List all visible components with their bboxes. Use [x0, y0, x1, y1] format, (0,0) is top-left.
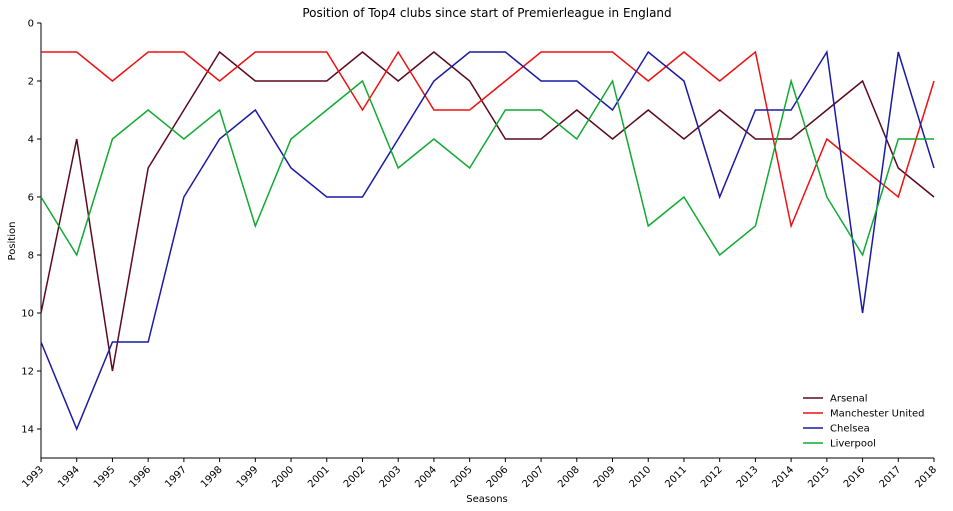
x-tick-label: 2013 — [735, 464, 761, 490]
legend-label-liverpool: Liverpool — [830, 439, 876, 450]
y-tick-label: 4 — [28, 135, 34, 146]
y-tick-label: 12 — [21, 367, 34, 378]
x-tick-label: 2008 — [556, 464, 582, 490]
series-line-liverpool — [40, 78, 934, 257]
x-tick-label: 2014 — [770, 464, 796, 490]
x-tick-label: 2017 — [878, 464, 904, 490]
y-tick-label: 2 — [28, 77, 34, 88]
series-line-arsenal — [40, 50, 935, 372]
x-tick-label: 2000 — [270, 464, 296, 490]
x-tick-label: 2005 — [449, 464, 475, 490]
x-axis-title: Seasons — [466, 494, 508, 505]
x-tick-label: 2009 — [592, 464, 618, 490]
x-tick-label: 2006 — [485, 464, 511, 490]
x-tick-label: 1999 — [235, 464, 261, 490]
y-axis-title: Position — [7, 222, 18, 261]
x-tick-label: 1993 — [20, 464, 46, 490]
x-tick-label: 2004 — [413, 464, 439, 490]
series-line-chelsea — [40, 49, 935, 431]
x-tick-label: 2007 — [520, 464, 546, 490]
legend: Arsenal Manchester United Chelsea Liverpool — [803, 394, 925, 450]
axes: 0 2 4 6 8 10 12 14 1993 1994 1995 1996 1997 1998 1999 2… — [20, 19, 939, 491]
x-tick-label: 2012 — [699, 464, 725, 490]
chart-title: Position of Top4 clubs since start of Pr… — [302, 6, 671, 20]
legend-label-chelsea: Chelsea — [830, 424, 870, 435]
x-tick-label: 1997 — [163, 464, 189, 490]
x-tick-label: 1994 — [56, 464, 82, 490]
y-tick-label: 0 — [28, 19, 34, 30]
series-group — [40, 49, 935, 431]
y-tick-label: 14 — [21, 425, 34, 436]
y-tick-label: 8 — [28, 251, 34, 262]
x-tick-label: 1995 — [92, 464, 118, 490]
legend-label-arsenal: Arsenal — [830, 394, 868, 405]
x-tick-label: 2016 — [842, 464, 868, 490]
legend-label-manchester-united: Manchester United — [830, 409, 925, 420]
series-line-manchester-united — [41, 50, 935, 229]
y-tick-label: 6 — [28, 193, 34, 204]
y-tick-label: 10 — [21, 309, 34, 320]
x-tick-label: 1998 — [199, 464, 225, 490]
x-tick-label: 2001 — [306, 464, 332, 490]
x-tick-label: 2002 — [342, 464, 368, 490]
x-tick-label: 1996 — [128, 464, 154, 490]
x-tick-label: 2010 — [628, 464, 654, 490]
x-tick-label: 2015 — [806, 464, 832, 490]
x-tick-label: 2003 — [378, 464, 404, 490]
x-tick-label: 2018 — [913, 464, 939, 490]
x-tick-label: 2011 — [663, 464, 689, 490]
